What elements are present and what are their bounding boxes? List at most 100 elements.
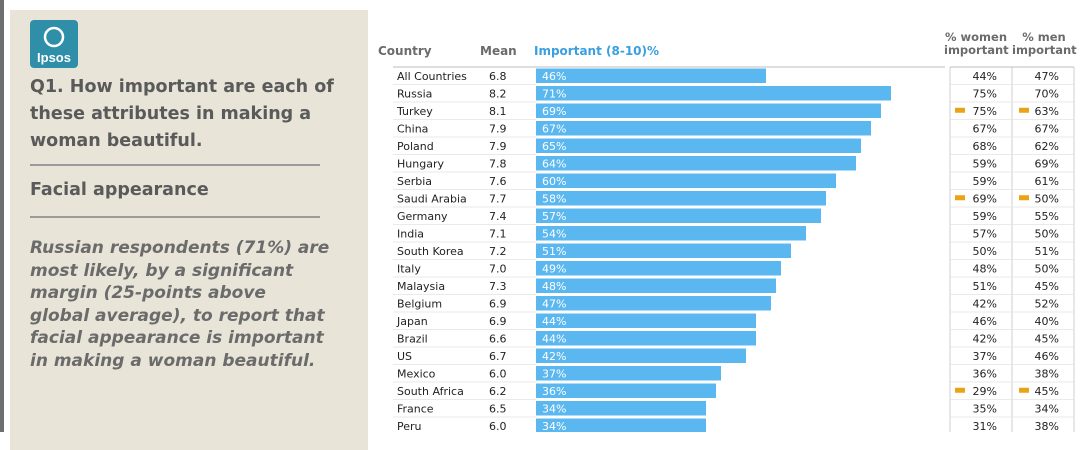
bar-value-label: 51% xyxy=(542,245,566,258)
men-header: % men important xyxy=(1012,30,1077,57)
bar-value-label: 44% xyxy=(542,315,566,328)
significance-flag xyxy=(1019,387,1029,393)
bar-value-label: 37% xyxy=(542,367,566,380)
country-label: Peru xyxy=(397,420,422,432)
significance-flag xyxy=(955,195,965,201)
country-label: France xyxy=(397,402,434,415)
bar-value-label: 34% xyxy=(542,402,566,415)
country-label: All Countries xyxy=(397,70,467,83)
men-value: 63% xyxy=(1035,105,1059,118)
mean-value: 7.2 xyxy=(489,245,507,258)
men-value: 40% xyxy=(1035,315,1059,328)
men-value: 45% xyxy=(1035,385,1059,398)
women-value: 42% xyxy=(973,297,997,310)
importance-bar xyxy=(536,243,791,258)
women-value: 59% xyxy=(973,175,997,188)
country-label: China xyxy=(397,122,428,135)
men-value: 45% xyxy=(1035,332,1059,345)
mean-header: Mean xyxy=(480,44,517,58)
men-value: 38% xyxy=(1035,367,1059,380)
bar-value-label: 48% xyxy=(542,280,566,293)
bar-value-label: 69% xyxy=(542,105,566,118)
men-value: 61% xyxy=(1035,175,1059,188)
importance-bar xyxy=(536,366,721,381)
bar-value-label: 65% xyxy=(542,140,566,153)
importance-bar xyxy=(536,173,836,188)
bar-value-label: 34% xyxy=(542,420,566,432)
women-value: 57% xyxy=(973,227,997,240)
country-label: Hungary xyxy=(397,157,444,170)
country-label: South Africa xyxy=(397,385,464,398)
importance-bar xyxy=(536,383,716,398)
significance-flag xyxy=(1019,107,1029,113)
country-label: Brazil xyxy=(397,332,428,345)
importance-bar-chart: All Countries 6.8 46% 44% 47% Russia 8.2 71% 75%… xyxy=(393,66,1075,432)
bar-value-label: 54% xyxy=(542,227,566,240)
divider xyxy=(30,216,320,218)
importance-bar xyxy=(536,191,826,206)
women-value: 68% xyxy=(973,140,997,153)
bar-value-label: 67% xyxy=(542,122,566,135)
country-header: Country xyxy=(378,44,432,58)
women-value: 59% xyxy=(973,210,997,223)
men-value: 50% xyxy=(1035,227,1059,240)
women-value: 48% xyxy=(973,262,997,275)
men-value: 62% xyxy=(1035,140,1059,153)
importance-bar xyxy=(536,208,821,223)
mean-value: 7.9 xyxy=(489,140,507,153)
country-label: Germany xyxy=(397,210,448,223)
importance-bar xyxy=(536,86,891,101)
country-label: Saudi Arabia xyxy=(397,192,467,205)
men-value: 46% xyxy=(1035,350,1059,363)
women-value: 42% xyxy=(973,332,997,345)
importance-bar xyxy=(536,68,766,83)
country-label: Poland xyxy=(397,140,434,153)
mean-value: 6.0 xyxy=(489,420,507,432)
importance-bar xyxy=(536,313,756,328)
importance-bar xyxy=(536,138,861,153)
importance-bar xyxy=(536,156,856,171)
importance-bar xyxy=(536,121,871,136)
men-value: 70% xyxy=(1035,87,1059,100)
mean-value: 7.1 xyxy=(489,227,507,240)
men-value: 55% xyxy=(1035,210,1059,223)
logo-text: Ipsos xyxy=(37,50,71,65)
importance-bar xyxy=(536,278,776,293)
country-label: Russia xyxy=(397,87,432,100)
mean-value: 6.2 xyxy=(489,385,507,398)
important-header: Important (8-10)% xyxy=(534,44,660,58)
ipsos-logo: Ipsos xyxy=(30,20,78,68)
mean-value: 6.9 xyxy=(489,315,507,328)
question-text: Q1. How important are each of these attr… xyxy=(30,77,334,151)
men-value: 67% xyxy=(1035,122,1059,135)
country-label: India xyxy=(397,227,424,240)
mean-value: 7.7 xyxy=(489,192,507,205)
country-label: Mexico xyxy=(397,367,436,380)
women-value: 31% xyxy=(973,420,997,432)
bar-value-label: 44% xyxy=(542,332,566,345)
mean-value: 6.8 xyxy=(489,70,507,83)
bar-value-label: 42% xyxy=(542,350,566,363)
women-value: 75% xyxy=(973,87,997,100)
women-value: 36% xyxy=(973,367,997,380)
country-label: Belgium xyxy=(397,297,442,310)
mean-value: 7.9 xyxy=(489,122,507,135)
bar-value-label: 60% xyxy=(542,175,566,188)
country-label: Italy xyxy=(397,262,421,275)
mean-value: 7.3 xyxy=(489,280,507,293)
bar-value-label: 64% xyxy=(542,157,566,170)
mean-value: 8.1 xyxy=(489,105,507,118)
mean-value: 7.4 xyxy=(489,210,507,223)
importance-bar xyxy=(536,296,771,311)
importance-bar xyxy=(536,331,756,346)
mean-value: 6.9 xyxy=(489,297,507,310)
men-value: 38% xyxy=(1035,420,1059,432)
women-value: 50% xyxy=(973,245,997,258)
women-value: 44% xyxy=(973,70,997,83)
significance-flag xyxy=(1019,195,1029,201)
importance-bar xyxy=(536,401,706,416)
bar-value-label: 58% xyxy=(542,192,566,205)
women-value: 35% xyxy=(973,402,997,415)
women-value: 37% xyxy=(973,350,997,363)
men-value: 47% xyxy=(1035,70,1059,83)
